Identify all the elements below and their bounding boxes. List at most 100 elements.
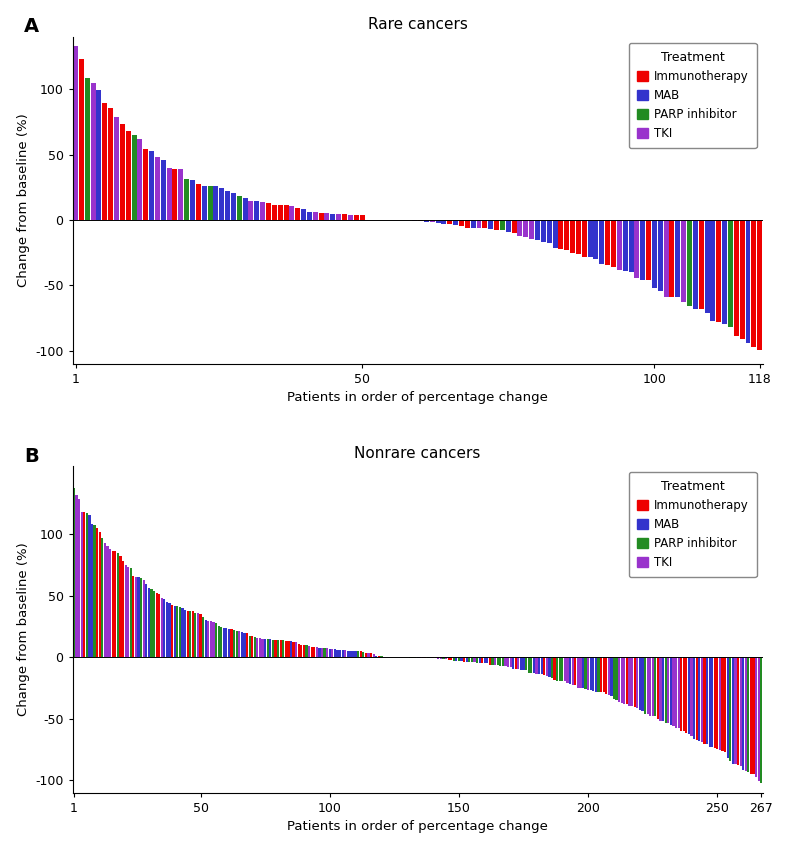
Bar xyxy=(489,657,491,665)
Bar xyxy=(318,648,321,657)
Bar xyxy=(617,220,622,269)
Bar xyxy=(292,642,295,657)
Bar xyxy=(587,657,589,689)
Bar xyxy=(280,640,282,657)
Bar xyxy=(613,657,615,700)
Bar xyxy=(465,220,470,228)
Bar xyxy=(459,220,464,226)
Bar xyxy=(680,657,683,731)
Bar xyxy=(223,628,225,657)
Bar xyxy=(339,650,341,657)
Bar xyxy=(158,594,160,657)
Bar xyxy=(641,657,644,711)
Bar xyxy=(593,220,599,259)
Bar xyxy=(546,657,548,676)
Bar xyxy=(192,611,194,657)
Bar xyxy=(597,657,600,692)
Bar xyxy=(494,657,496,666)
Bar xyxy=(357,651,359,657)
Bar xyxy=(559,220,563,249)
Bar xyxy=(308,646,310,657)
Y-axis label: Change from baseline (%): Change from baseline (%) xyxy=(17,542,30,717)
Bar xyxy=(208,185,213,220)
Bar xyxy=(108,109,113,220)
Bar xyxy=(564,657,566,681)
Bar xyxy=(168,603,171,657)
Bar xyxy=(629,220,634,272)
Bar xyxy=(564,220,570,251)
Bar xyxy=(455,657,457,661)
Bar xyxy=(331,649,333,657)
Bar xyxy=(585,657,587,689)
Bar xyxy=(145,584,148,657)
Bar xyxy=(91,524,93,657)
Bar xyxy=(497,657,498,666)
Bar xyxy=(544,657,545,675)
Bar xyxy=(137,577,140,657)
Bar xyxy=(295,208,300,220)
Bar xyxy=(260,202,265,220)
Bar xyxy=(589,657,592,690)
Bar xyxy=(231,629,232,657)
Bar xyxy=(729,657,732,762)
Bar xyxy=(709,657,711,746)
Bar xyxy=(510,657,512,666)
Bar xyxy=(746,220,750,343)
Bar xyxy=(233,631,235,657)
Bar xyxy=(355,651,357,657)
Bar xyxy=(703,657,705,744)
Bar xyxy=(359,215,364,220)
Y-axis label: Change from baseline (%): Change from baseline (%) xyxy=(17,113,30,287)
Bar xyxy=(126,131,130,220)
Bar xyxy=(264,639,266,657)
Bar xyxy=(205,620,207,657)
Bar xyxy=(220,188,224,220)
Bar xyxy=(235,631,238,657)
Bar xyxy=(698,657,701,741)
Bar xyxy=(488,220,493,229)
Bar xyxy=(561,657,563,681)
Bar xyxy=(325,213,329,220)
Bar xyxy=(370,653,372,657)
Bar xyxy=(728,220,733,327)
Bar xyxy=(359,651,362,657)
Bar xyxy=(107,547,108,657)
Bar xyxy=(102,104,107,220)
Bar xyxy=(458,657,460,661)
Bar xyxy=(582,657,584,689)
Bar xyxy=(556,657,559,681)
Bar xyxy=(79,60,84,220)
Bar xyxy=(109,549,111,657)
Bar xyxy=(639,657,641,710)
Bar xyxy=(278,206,283,220)
Bar xyxy=(701,657,703,742)
Bar xyxy=(228,629,230,657)
Bar xyxy=(649,657,651,716)
Bar xyxy=(447,220,452,224)
Bar xyxy=(706,657,708,745)
Bar xyxy=(719,657,721,750)
Bar xyxy=(249,201,254,220)
Bar xyxy=(522,657,525,670)
Bar xyxy=(662,657,664,721)
Title: Rare cancers: Rare cancers xyxy=(367,17,468,31)
Bar xyxy=(117,553,119,657)
Bar xyxy=(132,575,134,657)
Bar xyxy=(506,220,510,232)
Bar xyxy=(323,648,325,657)
Bar xyxy=(528,657,530,672)
Bar xyxy=(615,657,618,700)
Bar xyxy=(122,561,124,657)
Bar xyxy=(442,657,445,660)
Bar xyxy=(220,626,222,657)
Bar xyxy=(652,220,657,288)
Bar xyxy=(363,652,364,657)
Bar xyxy=(559,657,561,681)
Bar xyxy=(698,220,704,309)
Bar xyxy=(739,657,742,766)
Bar xyxy=(149,151,154,220)
Bar xyxy=(307,212,312,220)
Bar xyxy=(652,657,654,716)
Bar xyxy=(581,220,587,257)
Bar xyxy=(532,657,535,673)
